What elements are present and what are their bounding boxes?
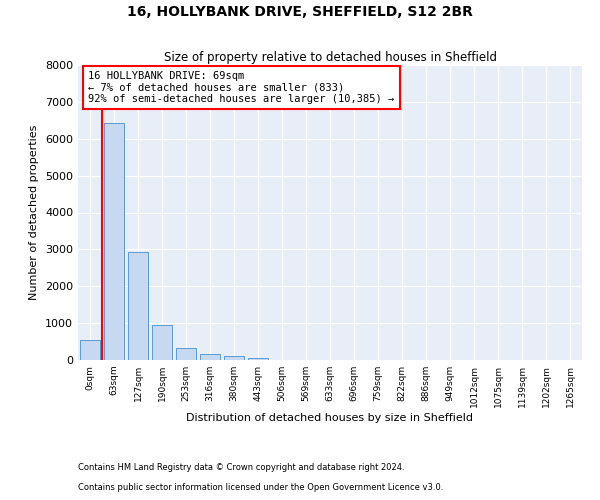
Text: Contains public sector information licensed under the Open Government Licence v3: Contains public sector information licen…	[78, 483, 443, 492]
Bar	[152, 324, 172, 360]
Bar	[200, 354, 220, 360]
X-axis label: Distribution of detached houses by size in Sheffield: Distribution of detached houses by size …	[187, 412, 473, 422]
Y-axis label: Number of detached properties: Number of detached properties	[29, 125, 40, 300]
Bar	[248, 358, 268, 360]
Bar	[80, 340, 100, 360]
Text: 16, HOLLYBANK DRIVE, SHEFFIELD, S12 2BR: 16, HOLLYBANK DRIVE, SHEFFIELD, S12 2BR	[127, 5, 473, 19]
Title: Size of property relative to detached houses in Sheffield: Size of property relative to detached ho…	[163, 51, 497, 64]
Bar	[104, 123, 124, 360]
Bar	[176, 348, 196, 360]
Text: Contains HM Land Registry data © Crown copyright and database right 2024.: Contains HM Land Registry data © Crown c…	[78, 463, 404, 472]
Bar	[224, 356, 244, 360]
Text: 16 HOLLYBANK DRIVE: 69sqm
← 7% of detached houses are smaller (833)
92% of semi-: 16 HOLLYBANK DRIVE: 69sqm ← 7% of detach…	[88, 71, 394, 104]
Bar	[128, 252, 148, 360]
